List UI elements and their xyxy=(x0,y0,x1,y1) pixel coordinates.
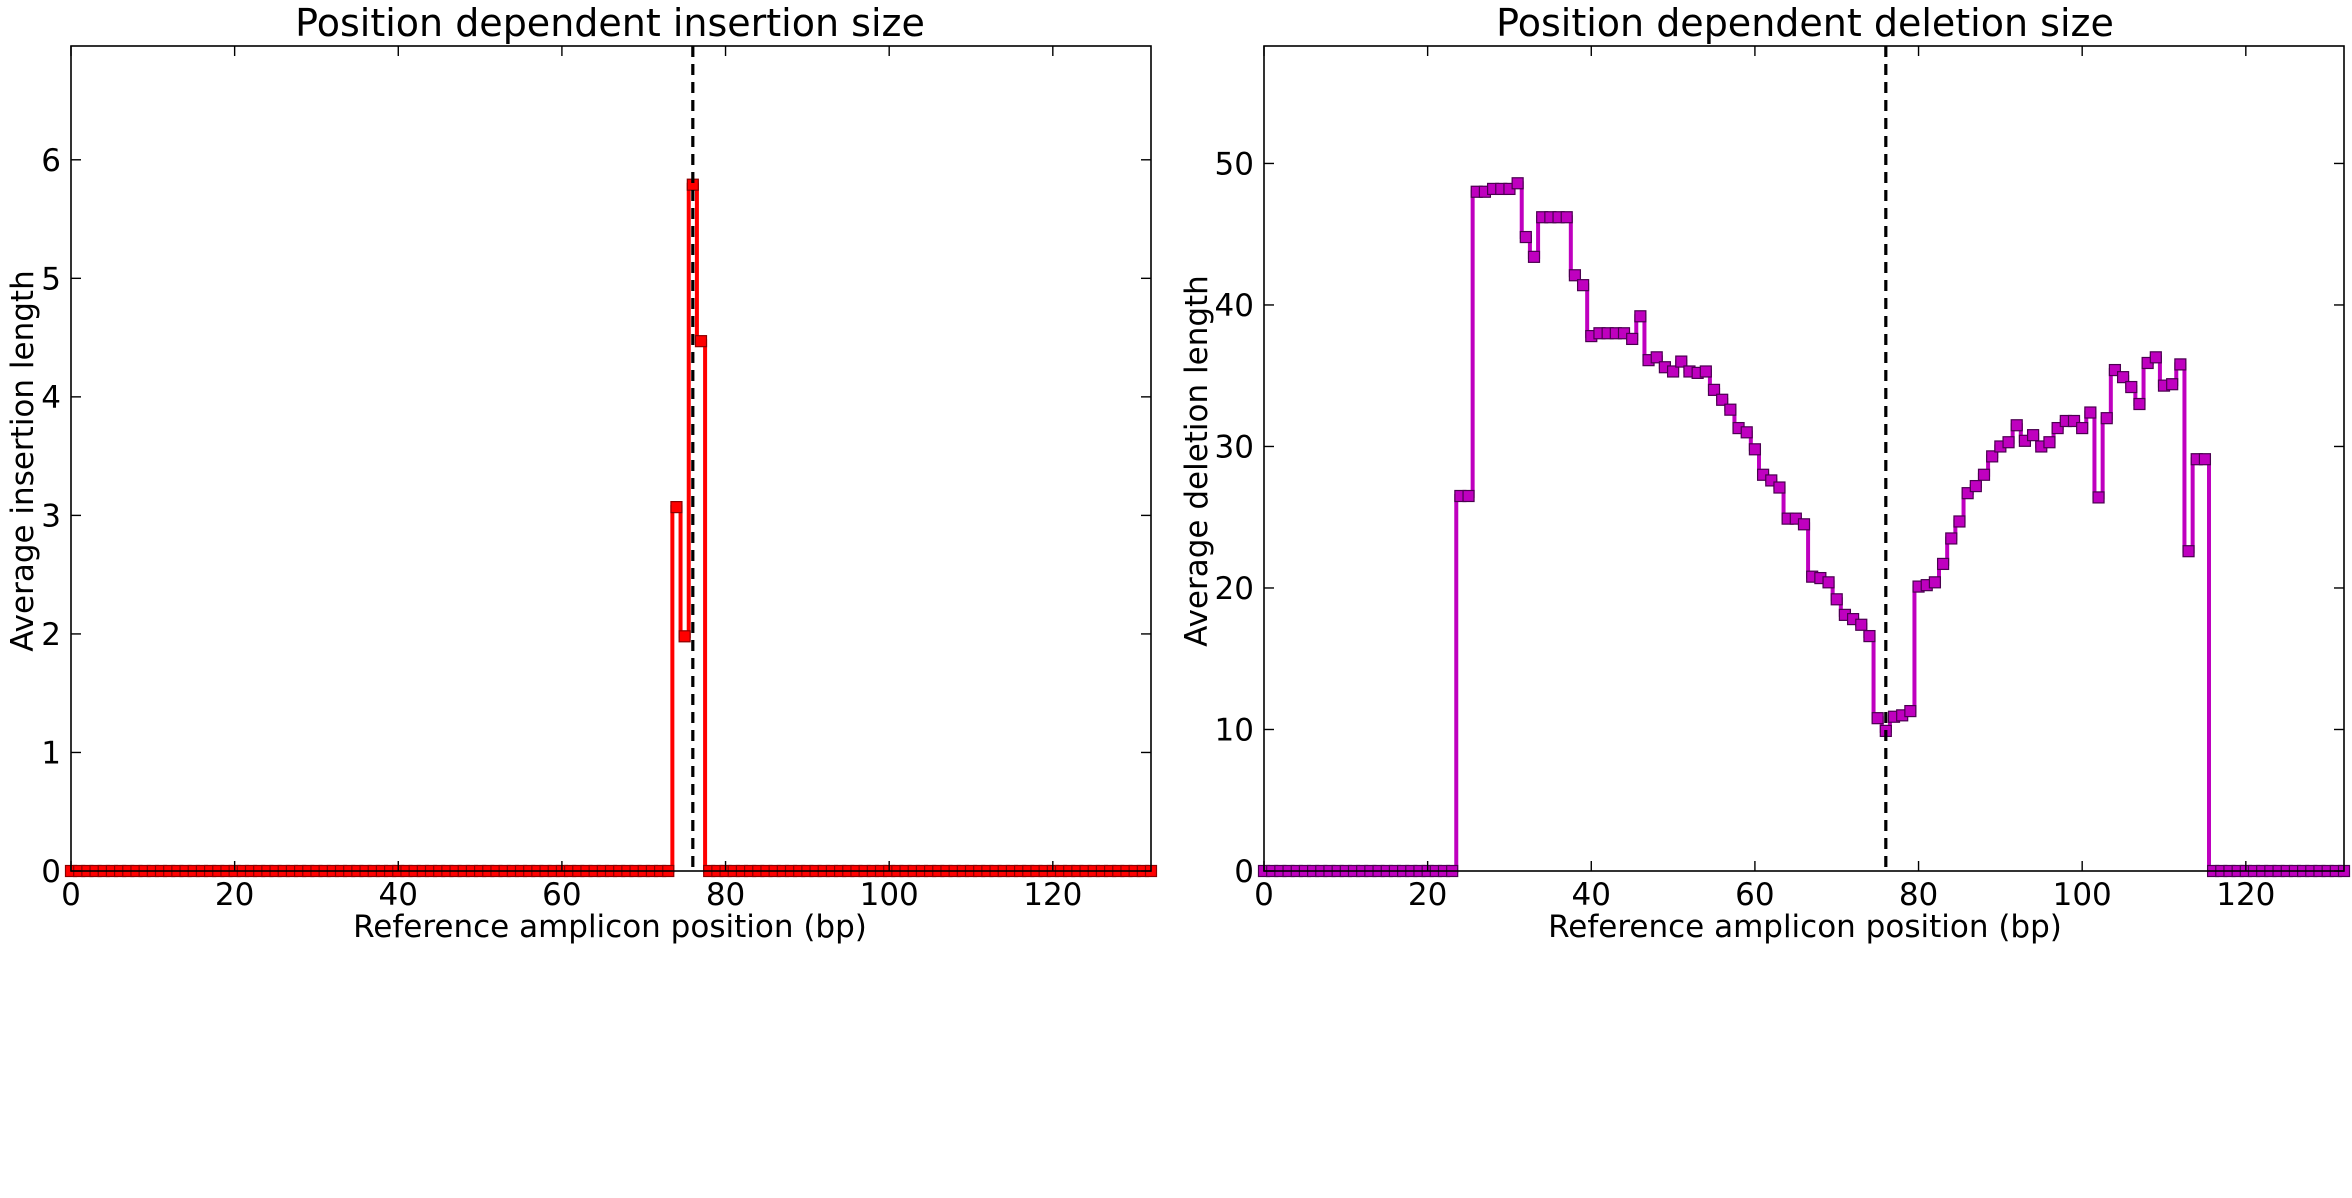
data-point xyxy=(1675,355,1688,368)
data-point xyxy=(1969,479,1982,493)
data-point xyxy=(2026,429,2040,442)
data-point xyxy=(2092,491,2105,504)
x-tick-label: 120 xyxy=(2216,877,2275,913)
x-tick-label: 20 xyxy=(215,877,254,913)
data-point xyxy=(2010,419,2023,432)
data-point xyxy=(1707,383,1721,396)
data-point xyxy=(1724,403,1737,416)
insertion-chart: Position dependent insertion size Refere… xyxy=(5,1,1158,945)
data-point xyxy=(1830,593,1843,606)
y-tick-label: 3 xyxy=(41,498,61,534)
data-point xyxy=(1765,474,1778,487)
data-point xyxy=(1945,532,1958,545)
data-point xyxy=(1576,279,1590,292)
data-point xyxy=(2125,380,2138,394)
chart-title: Position dependent deletion size xyxy=(1496,1,2114,45)
plot-frame xyxy=(1263,45,2345,872)
x-tick-label: 0 xyxy=(61,877,81,913)
data-point xyxy=(1953,515,1966,528)
data-point xyxy=(2084,406,2097,419)
y-tick-label: 2 xyxy=(41,617,61,653)
data-point xyxy=(1904,704,1917,718)
y-tick-label: 5 xyxy=(41,261,61,297)
data-point xyxy=(2198,453,2212,466)
data-point xyxy=(2108,363,2122,377)
x-tick-label: 60 xyxy=(1735,877,1774,913)
data-point xyxy=(1716,393,1729,406)
y-tick-label: 10 xyxy=(1215,712,1254,748)
y-tick-label: 30 xyxy=(1215,429,1254,465)
data-point xyxy=(1748,443,1762,456)
data-point xyxy=(2076,421,2089,435)
data-point xyxy=(1855,618,1868,631)
x-tick-label: 100 xyxy=(2053,877,2112,913)
data-point xyxy=(1977,468,1991,481)
data-point xyxy=(2133,397,2146,411)
data-point xyxy=(1634,310,1647,323)
y-tick-label: 0 xyxy=(1234,854,1254,890)
data-point xyxy=(678,630,691,643)
data-point xyxy=(1699,365,1712,378)
x-tick-label: 80 xyxy=(1899,877,1938,913)
y-tick-label: 0 xyxy=(41,854,61,890)
series-line xyxy=(71,182,1151,873)
data-point xyxy=(1928,576,1942,589)
y-axis-label: Average insertion length xyxy=(5,270,41,651)
data-point xyxy=(2051,421,2064,435)
data-point xyxy=(1527,250,1541,263)
x-tick-label: 120 xyxy=(1023,877,1082,913)
x-tick-label: 100 xyxy=(860,877,919,913)
data-point xyxy=(2100,412,2113,425)
data-point xyxy=(1863,629,1876,643)
data-point xyxy=(1961,487,1974,500)
deletion-chart: Position dependent deletion size Referen… xyxy=(1179,1,2351,945)
x-tick-label: 20 xyxy=(1408,877,1447,913)
data-point xyxy=(1462,489,1475,503)
y-tick-label: 4 xyxy=(41,380,61,416)
data-point xyxy=(1626,332,1639,346)
data-point xyxy=(2149,351,2162,364)
data-point xyxy=(1560,211,1573,224)
x-axis-label: Reference amplicon position (bp) xyxy=(1548,909,2062,945)
data-point xyxy=(1568,269,1582,282)
x-tick-label: 60 xyxy=(542,877,581,913)
data-point xyxy=(1822,576,1835,589)
data-point xyxy=(2002,436,2015,449)
y-axis-label: Average deletion length xyxy=(1179,275,1215,647)
y-tick-label: 40 xyxy=(1215,288,1254,324)
data-point xyxy=(2182,545,2195,558)
data-point xyxy=(2116,371,2130,384)
data-point xyxy=(1511,177,1524,190)
data-point xyxy=(1740,426,1753,439)
y-tick-label: 50 xyxy=(1215,146,1254,182)
data-point xyxy=(2166,378,2179,391)
chart-title: Position dependent insertion size xyxy=(295,1,925,45)
plot-area: 0 20 40 60 80 100 120 0 1 2 3 4 5 6 xyxy=(41,45,1158,913)
data-point xyxy=(1986,450,1999,463)
y-tick-label: 6 xyxy=(41,143,61,179)
data-point xyxy=(1936,557,1950,571)
y-tick-label: 1 xyxy=(41,735,61,771)
plot-area: 0 20 40 60 80 100 120 0 10 20 30 40 50 xyxy=(1215,45,2351,913)
data-point xyxy=(1666,365,1680,378)
data-point xyxy=(2067,414,2081,428)
data-point xyxy=(694,335,708,348)
data-point xyxy=(670,501,683,514)
x-axis-label: Reference amplicon position (bp) xyxy=(353,909,867,945)
x-tick-label: 40 xyxy=(1572,877,1611,913)
data-point xyxy=(2174,358,2187,371)
x-tick-label: 0 xyxy=(1254,877,1274,913)
x-tick-label: 40 xyxy=(379,877,418,913)
data-point xyxy=(1773,481,1786,494)
data-point xyxy=(2043,436,2056,449)
data-point xyxy=(1519,230,1532,244)
y-tick-label: 20 xyxy=(1215,571,1254,607)
data-point xyxy=(1797,518,1811,531)
plot-frame xyxy=(70,45,1152,872)
data-point xyxy=(1650,351,1663,364)
x-tick-label: 80 xyxy=(706,877,745,913)
data-point xyxy=(1871,712,1884,725)
